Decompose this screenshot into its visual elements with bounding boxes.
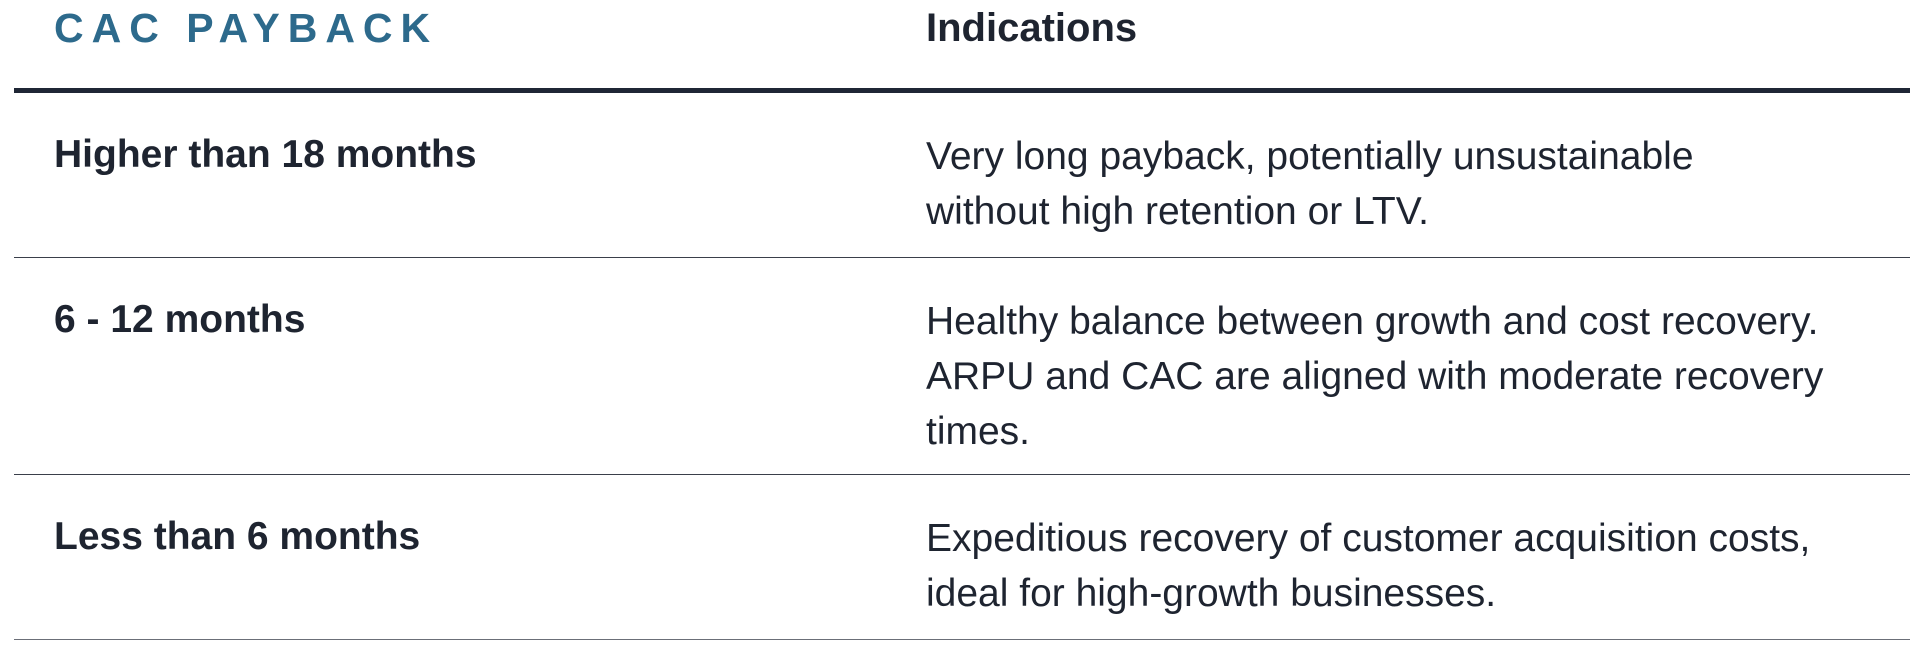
table-header: CAC PAYBACK Indications bbox=[14, 0, 1910, 93]
table-row: Less than 6 months Expeditious recovery … bbox=[14, 475, 1910, 640]
table-row: Higher than 18 months Very long payback,… bbox=[14, 93, 1910, 258]
payback-cell: Higher than 18 months bbox=[54, 133, 477, 176]
payback-cell: 6 - 12 months bbox=[54, 298, 306, 341]
cac-payback-table: CAC PAYBACK Indications Higher than 18 m… bbox=[14, 0, 1910, 640]
indication-cell: Expeditious recovery of customer acquisi… bbox=[926, 517, 1811, 615]
indication-cell: Healthy balance between growth and cost … bbox=[926, 300, 1824, 453]
indication-cell: Very long payback, potentially unsustain… bbox=[926, 135, 1694, 233]
table-row: 6 - 12 months Healthy balance between gr… bbox=[14, 258, 1910, 475]
payback-cell: Less than 6 months bbox=[54, 515, 421, 558]
column-header-indications: Indications bbox=[926, 6, 1138, 50]
column-header-cac-payback: CAC PAYBACK bbox=[54, 5, 439, 51]
